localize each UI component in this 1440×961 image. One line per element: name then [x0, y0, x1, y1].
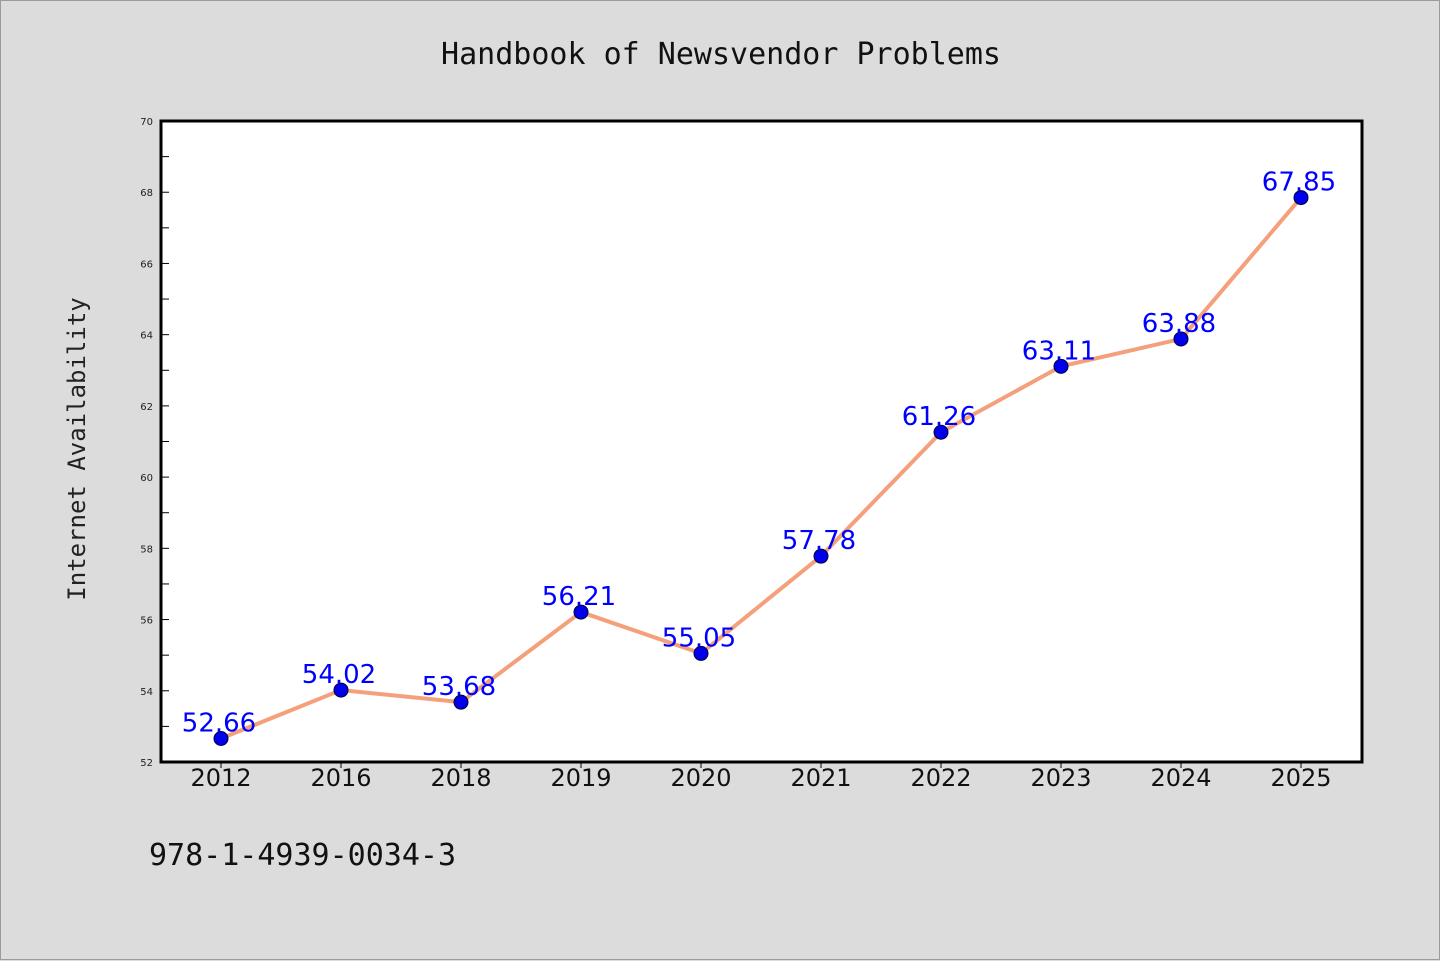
data-labels: 52.66 54.02 53.68 56.21 55.05 57.78 61.26 63.11… — [182, 168, 1336, 739]
data-point — [813, 548, 829, 564]
data-point — [933, 424, 949, 440]
x-tick-label: 2016 — [310, 764, 371, 792]
y-tick-label: 54 — [140, 687, 153, 698]
x-tick-label: 2020 — [670, 764, 731, 792]
data-point — [453, 694, 469, 710]
y-tick-label: 56 — [140, 616, 153, 627]
data-point — [693, 645, 709, 661]
data-point — [213, 730, 229, 746]
data-label: 61.26 — [902, 402, 976, 432]
x-tick-label: 2018 — [430, 764, 491, 792]
x-tick-label: 2012 — [190, 764, 251, 792]
x-tick-label: 2019 — [550, 764, 611, 792]
y-tick-label: 66 — [140, 259, 153, 270]
y-tick-label: 58 — [140, 544, 153, 555]
data-label: 55.05 — [662, 623, 736, 653]
plot-area — [159, 119, 1364, 764]
y-tick-label: 64 — [140, 331, 153, 342]
x-tick-label: 2021 — [790, 764, 851, 792]
data-label: 67.85 — [1262, 168, 1336, 198]
y-tick-label: 70 — [140, 117, 153, 128]
y-axis-label: Internet Availability — [63, 297, 91, 600]
x-tick-label: 2025 — [1270, 764, 1331, 792]
data-label: 57.78 — [782, 526, 856, 556]
data-label: 52.66 — [182, 708, 256, 738]
y-axis: 52 54 56 58 60 62 64 66 68 70 — [140, 117, 169, 769]
data-point — [1173, 331, 1189, 347]
chart-title: Handbook of Newsvendor Problems — [441, 37, 1001, 72]
data-point — [1053, 358, 1069, 374]
series-line — [219, 195, 1303, 741]
series-group — [213, 190, 1309, 746]
y-tick-label: 62 — [140, 402, 153, 413]
y-tick-label: 52 — [140, 758, 153, 769]
y-tick-label: 60 — [140, 473, 153, 484]
y-tick-label: 68 — [140, 188, 153, 199]
data-label: 53.68 — [422, 672, 496, 702]
data-point — [1293, 190, 1309, 206]
x-axis: 2012 2016 2018 2019 2020 2021 2022 2023 2024 2025 — [190, 762, 1332, 792]
data-point — [573, 604, 589, 620]
x-tick-label: 2023 — [1030, 764, 1091, 792]
data-point — [333, 682, 349, 698]
isbn-text: 978-1-4939-0034-3 — [149, 838, 456, 873]
x-tick-label: 2024 — [1150, 764, 1211, 792]
data-label: 56.21 — [542, 582, 616, 612]
data-label: 63.88 — [1142, 309, 1216, 339]
x-tick-label: 2022 — [910, 764, 971, 792]
data-label: 54.02 — [302, 660, 376, 690]
data-label: 63.11 — [1022, 336, 1096, 366]
